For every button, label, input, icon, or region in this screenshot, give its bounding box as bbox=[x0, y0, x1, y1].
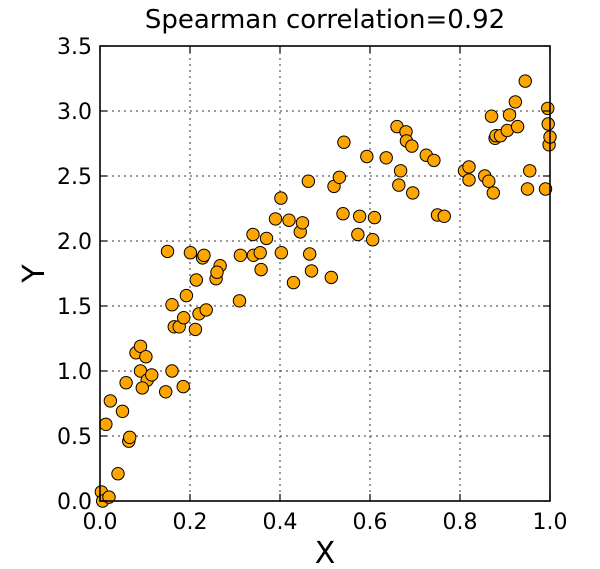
data-point bbox=[406, 186, 420, 200]
data-point bbox=[253, 246, 267, 260]
data-point bbox=[351, 227, 365, 242]
data-point bbox=[133, 339, 148, 353]
data-point bbox=[427, 153, 441, 168]
plot-frame bbox=[99, 45, 551, 502]
data-point bbox=[336, 207, 350, 221]
data-point bbox=[165, 364, 179, 378]
data-point bbox=[259, 231, 274, 246]
data-point bbox=[102, 490, 116, 504]
data-point bbox=[188, 322, 203, 337]
x-tick-label: 1.0 bbox=[533, 510, 568, 535]
y-tick-label: 1.5 bbox=[57, 295, 92, 320]
data-point bbox=[233, 248, 248, 263]
data-point bbox=[177, 311, 191, 325]
data-point bbox=[379, 151, 393, 165]
data-point bbox=[392, 178, 406, 192]
data-point bbox=[286, 275, 301, 290]
y-tick-label: 3.0 bbox=[57, 100, 92, 125]
data-point bbox=[510, 119, 525, 134]
data-point bbox=[337, 135, 351, 149]
data-point bbox=[462, 173, 476, 187]
data-point bbox=[268, 212, 283, 226]
data-point bbox=[366, 233, 380, 247]
data-point bbox=[508, 95, 523, 109]
y-tick-label: 0.0 bbox=[57, 490, 92, 515]
data-point bbox=[367, 210, 382, 225]
y-tick-label: 2.5 bbox=[57, 165, 92, 190]
data-point bbox=[254, 262, 268, 277]
data-point bbox=[437, 209, 451, 224]
data-point bbox=[232, 294, 247, 308]
x-tick-label: 0.0 bbox=[83, 510, 118, 535]
data-point bbox=[523, 164, 537, 178]
data-point bbox=[541, 101, 555, 116]
data-point bbox=[332, 170, 347, 185]
y-tick-label: 3.5 bbox=[57, 35, 92, 60]
data-point bbox=[518, 74, 532, 88]
data-point bbox=[145, 368, 159, 382]
data-point bbox=[502, 108, 517, 122]
data-point bbox=[246, 227, 260, 242]
data-point bbox=[303, 247, 317, 261]
x-tick-label: 0.6 bbox=[353, 510, 388, 535]
data-point bbox=[520, 182, 535, 196]
data-point bbox=[538, 182, 553, 196]
x-axis-label: X bbox=[315, 536, 336, 569]
data-point bbox=[462, 160, 476, 174]
data-point bbox=[99, 417, 113, 431]
data-points bbox=[94, 74, 557, 508]
data-point bbox=[189, 273, 204, 287]
data-point bbox=[274, 246, 289, 260]
data-point bbox=[135, 381, 150, 395]
y-tick-label: 0.5 bbox=[57, 425, 92, 450]
data-point bbox=[103, 394, 118, 408]
x-tick-label: 0.4 bbox=[263, 510, 298, 535]
chart-title: Spearman correlation=0.92 bbox=[145, 5, 505, 35]
y-tick-label: 1.0 bbox=[57, 360, 92, 385]
data-point bbox=[183, 246, 198, 260]
data-point bbox=[115, 404, 130, 418]
data-point bbox=[165, 298, 179, 312]
x-tick-label: 0.2 bbox=[173, 510, 208, 535]
data-point bbox=[482, 174, 496, 188]
data-point bbox=[111, 467, 125, 481]
data-point bbox=[197, 248, 211, 263]
data-point bbox=[352, 209, 367, 224]
data-point bbox=[176, 379, 190, 394]
data-point bbox=[295, 216, 310, 230]
data-point bbox=[324, 270, 338, 285]
data-point bbox=[159, 385, 173, 399]
tick-labels: 0.0 0.2 0.4 0.6 0.8 1.0 0.0 0.5 1.0 1.5 2.0 2.5 3.0 3… bbox=[57, 35, 568, 535]
data-point bbox=[486, 186, 500, 200]
data-point bbox=[405, 139, 419, 153]
data-point bbox=[179, 288, 194, 303]
data-point bbox=[304, 264, 319, 278]
data-point bbox=[210, 265, 224, 279]
data-point bbox=[199, 303, 213, 317]
data-point bbox=[484, 109, 499, 123]
data-point bbox=[123, 430, 137, 444]
data-point bbox=[139, 350, 153, 364]
data-point bbox=[541, 117, 555, 131]
axis-ticks bbox=[99, 45, 551, 502]
data-point bbox=[360, 149, 374, 164]
x-tick-label: 0.8 bbox=[443, 510, 478, 535]
data-point bbox=[274, 191, 288, 205]
data-point bbox=[119, 376, 133, 390]
data-point bbox=[301, 174, 316, 188]
data-point bbox=[393, 164, 408, 178]
data-point bbox=[160, 244, 175, 259]
y-tick-label: 2.0 bbox=[57, 230, 92, 255]
y-axis-label: Y bbox=[17, 264, 52, 284]
grid-lines bbox=[99, 45, 551, 502]
data-point bbox=[282, 213, 296, 227]
